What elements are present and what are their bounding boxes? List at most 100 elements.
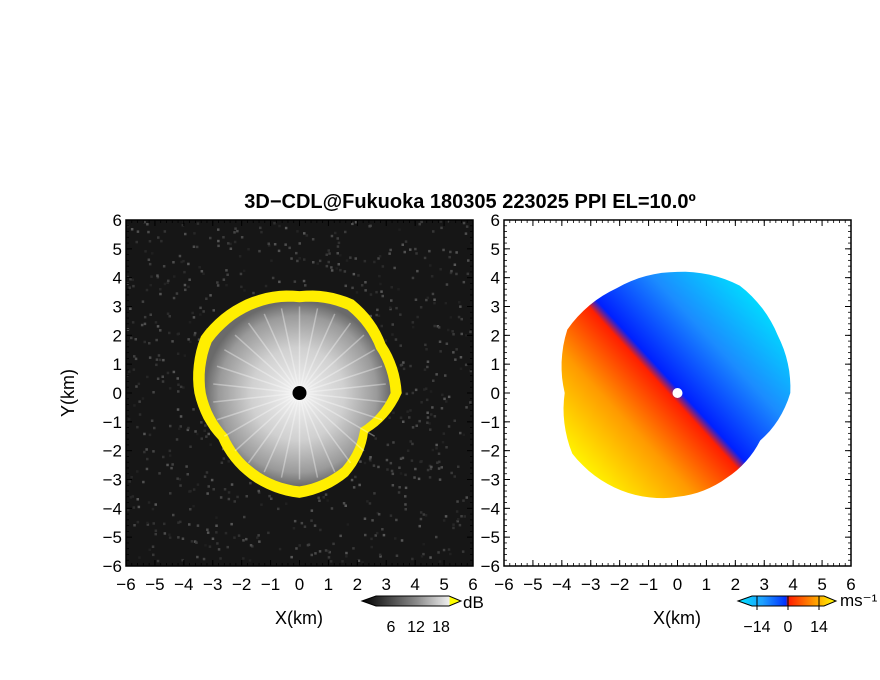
noise-speck — [135, 385, 138, 388]
noise-speck — [378, 255, 382, 258]
noise-speck — [131, 278, 134, 282]
noise-speck — [212, 309, 215, 312]
noise-speck — [449, 552, 452, 556]
noise-speck — [346, 523, 350, 526]
radial-streak — [298, 334, 365, 394]
noise-speck — [403, 250, 406, 254]
noise-speck — [450, 471, 453, 475]
noise-speck — [205, 297, 208, 300]
noise-speck — [440, 407, 444, 410]
noise-speck — [167, 279, 170, 283]
noise-speck — [426, 411, 429, 414]
noise-speck — [445, 400, 448, 403]
noise-speck — [217, 228, 220, 231]
noise-speck — [166, 463, 169, 467]
noise-speck — [152, 450, 155, 453]
noise-speck — [298, 544, 301, 547]
x-tick-label: 2 — [731, 575, 740, 594]
noise-speck — [173, 275, 176, 278]
noise-speck — [258, 249, 261, 253]
y-tick-label: 2 — [113, 326, 122, 345]
x-tick-label: −5 — [145, 575, 164, 594]
noise-speck — [377, 314, 381, 317]
noise-speck — [190, 540, 194, 543]
noise-speck — [358, 483, 361, 487]
noise-speck — [159, 329, 162, 332]
noise-speck — [248, 559, 252, 562]
noise-speck — [182, 259, 185, 263]
noise-speck — [187, 426, 190, 430]
noise-speck — [433, 301, 436, 305]
noise-speck — [216, 281, 219, 284]
noise-speck — [143, 432, 146, 436]
y-tick-label: 0 — [491, 384, 500, 403]
noise-speck — [177, 383, 180, 386]
noise-speck — [298, 257, 301, 260]
noise-speck — [453, 475, 456, 478]
noise-speck — [388, 416, 391, 419]
noise-speck — [159, 288, 162, 291]
noise-speck — [177, 521, 180, 524]
noise-speck — [455, 510, 459, 513]
noise-speck — [451, 330, 454, 333]
noise-speck — [399, 364, 403, 367]
noise-speck — [462, 499, 465, 502]
noise-speck — [330, 507, 334, 510]
noise-speck — [295, 251, 298, 255]
noise-speck — [409, 364, 412, 368]
snr-colorbar-tick: 12 — [407, 619, 425, 636]
noise-speck — [129, 278, 132, 281]
noise-speck — [222, 278, 226, 281]
noise-speck — [236, 229, 239, 233]
noise-speck — [442, 248, 445, 252]
noise-speck — [177, 536, 180, 539]
noise-speck — [359, 460, 362, 463]
noise-speck — [303, 258, 306, 261]
noise-speck — [357, 559, 361, 562]
noise-speck — [325, 253, 328, 256]
radial-streak — [298, 392, 319, 478]
noise-speck — [222, 236, 225, 239]
noise-speck — [136, 230, 140, 233]
noise-speck — [429, 264, 432, 267]
noise-speck — [147, 230, 150, 234]
x-tick-label: −4 — [174, 575, 193, 594]
noise-speck — [183, 270, 186, 274]
noise-speck — [277, 249, 281, 253]
radial-streak — [299, 392, 386, 403]
noise-speck — [390, 469, 394, 473]
noise-speck — [204, 424, 207, 427]
noise-speck — [181, 537, 185, 540]
noise-speck — [242, 269, 246, 273]
noise-speck — [339, 268, 342, 272]
noise-speck — [426, 421, 429, 424]
noise-speck — [393, 266, 396, 270]
noise-speck — [132, 284, 135, 288]
noise-speck — [256, 536, 259, 539]
noise-speck — [426, 365, 429, 369]
noise-speck — [409, 248, 412, 251]
noise-speck — [449, 316, 453, 319]
y-tick-label: 6 — [491, 211, 500, 230]
noise-speck — [345, 555, 348, 558]
noise-speck — [418, 419, 421, 423]
noise-speck — [141, 300, 145, 303]
noise-speck — [219, 496, 223, 499]
noise-speck — [404, 503, 407, 506]
noise-speck — [150, 419, 154, 422]
noise-speck — [296, 259, 299, 263]
noise-speck — [339, 534, 342, 538]
noise-speck — [146, 523, 150, 526]
noise-speck — [178, 254, 182, 258]
noise-speck — [420, 555, 424, 558]
noise-speck — [242, 557, 245, 560]
noise-speck — [224, 531, 228, 535]
radial-streak — [223, 392, 300, 437]
noise-speck — [303, 232, 306, 235]
noise-speck — [411, 325, 415, 329]
noise-speck — [144, 250, 147, 253]
noise-speck — [277, 507, 280, 511]
noise-speck — [469, 369, 473, 373]
noise-speck — [457, 301, 461, 304]
noise-speck — [435, 447, 438, 450]
